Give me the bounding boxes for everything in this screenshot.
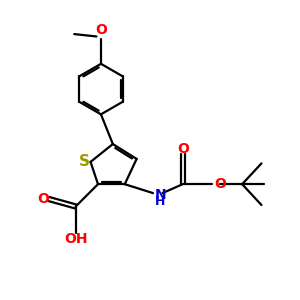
Text: O: O — [95, 23, 107, 37]
Text: N: N — [154, 188, 166, 202]
Text: S: S — [79, 154, 89, 169]
Text: H: H — [154, 195, 165, 208]
Text: O: O — [214, 177, 226, 191]
Text: O: O — [38, 192, 50, 206]
Text: OH: OH — [64, 232, 87, 246]
Text: O: O — [177, 142, 189, 156]
